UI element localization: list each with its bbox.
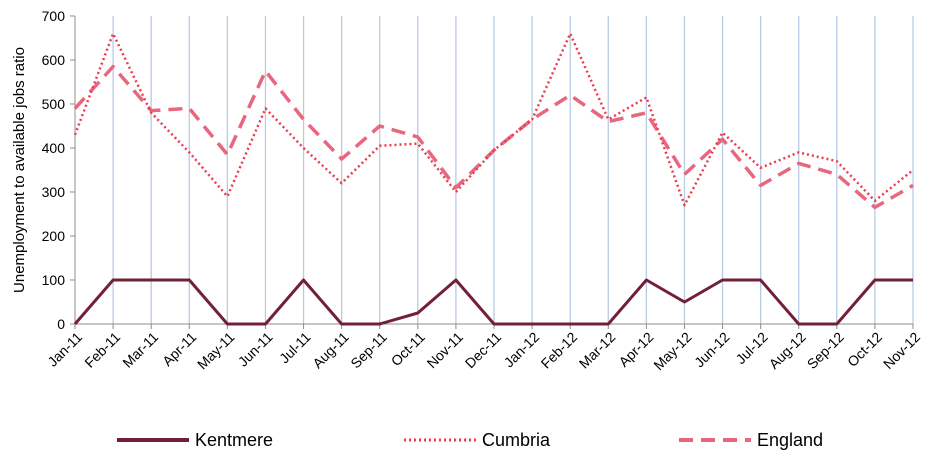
x-tick-label: Mar-11: [119, 329, 161, 371]
x-tick-label: Sep-12: [804, 329, 847, 372]
x-tick-label: Jan-12: [501, 329, 543, 371]
x-tick-label: Aug-11: [309, 329, 352, 372]
x-tick-label: Feb-11: [81, 329, 123, 371]
legend: Kentmere Cumbria England: [117, 430, 823, 450]
y-tick-label: 700: [42, 8, 66, 24]
y-axis-ticks: 0 100 200 300 400 500 600 700: [42, 8, 75, 332]
x-tick-label: Jun-12: [691, 329, 733, 371]
x-tick-label: Sep-11: [347, 329, 390, 372]
y-tick-label: 100: [42, 272, 66, 288]
x-tick-label: Mar-12: [576, 329, 619, 372]
x-tick-label: Dec-11: [462, 329, 505, 372]
y-tick-label: 300: [42, 184, 66, 200]
y-tick-label: 200: [42, 228, 66, 244]
y-tick-label: 500: [42, 96, 66, 112]
vertical-gridlines: [113, 16, 913, 324]
x-tick-label: May-11: [194, 329, 238, 373]
x-tick-label: May-12: [650, 329, 694, 373]
x-tick-label: Oct-12: [844, 329, 885, 370]
x-tick-label: Jun-11: [235, 329, 276, 370]
x-tick-label: Oct-11: [388, 329, 428, 369]
legend-label-cumbria: Cumbria: [482, 430, 551, 450]
legend-label-england: England: [757, 430, 823, 450]
y-tick-label: 0: [57, 316, 65, 332]
y-tick-label: 600: [42, 52, 66, 68]
y-axis-label: Unemployment to available jobs ratio: [11, 47, 28, 293]
x-tick-label: Aug-12: [766, 329, 809, 372]
x-tick-label: Jul-11: [276, 329, 314, 367]
x-tick-label: Jan-11: [44, 329, 85, 370]
x-tick-label: Apr-11: [159, 329, 199, 369]
x-tick-label: Apr-12: [615, 329, 656, 370]
legend-label-kentmere: Kentmere: [195, 430, 273, 450]
x-tick-label: Nov-12: [880, 329, 923, 372]
x-tick-label: Nov-11: [424, 329, 467, 372]
x-tick-label: Feb-12: [538, 329, 581, 372]
y-tick-label: 400: [42, 140, 66, 156]
